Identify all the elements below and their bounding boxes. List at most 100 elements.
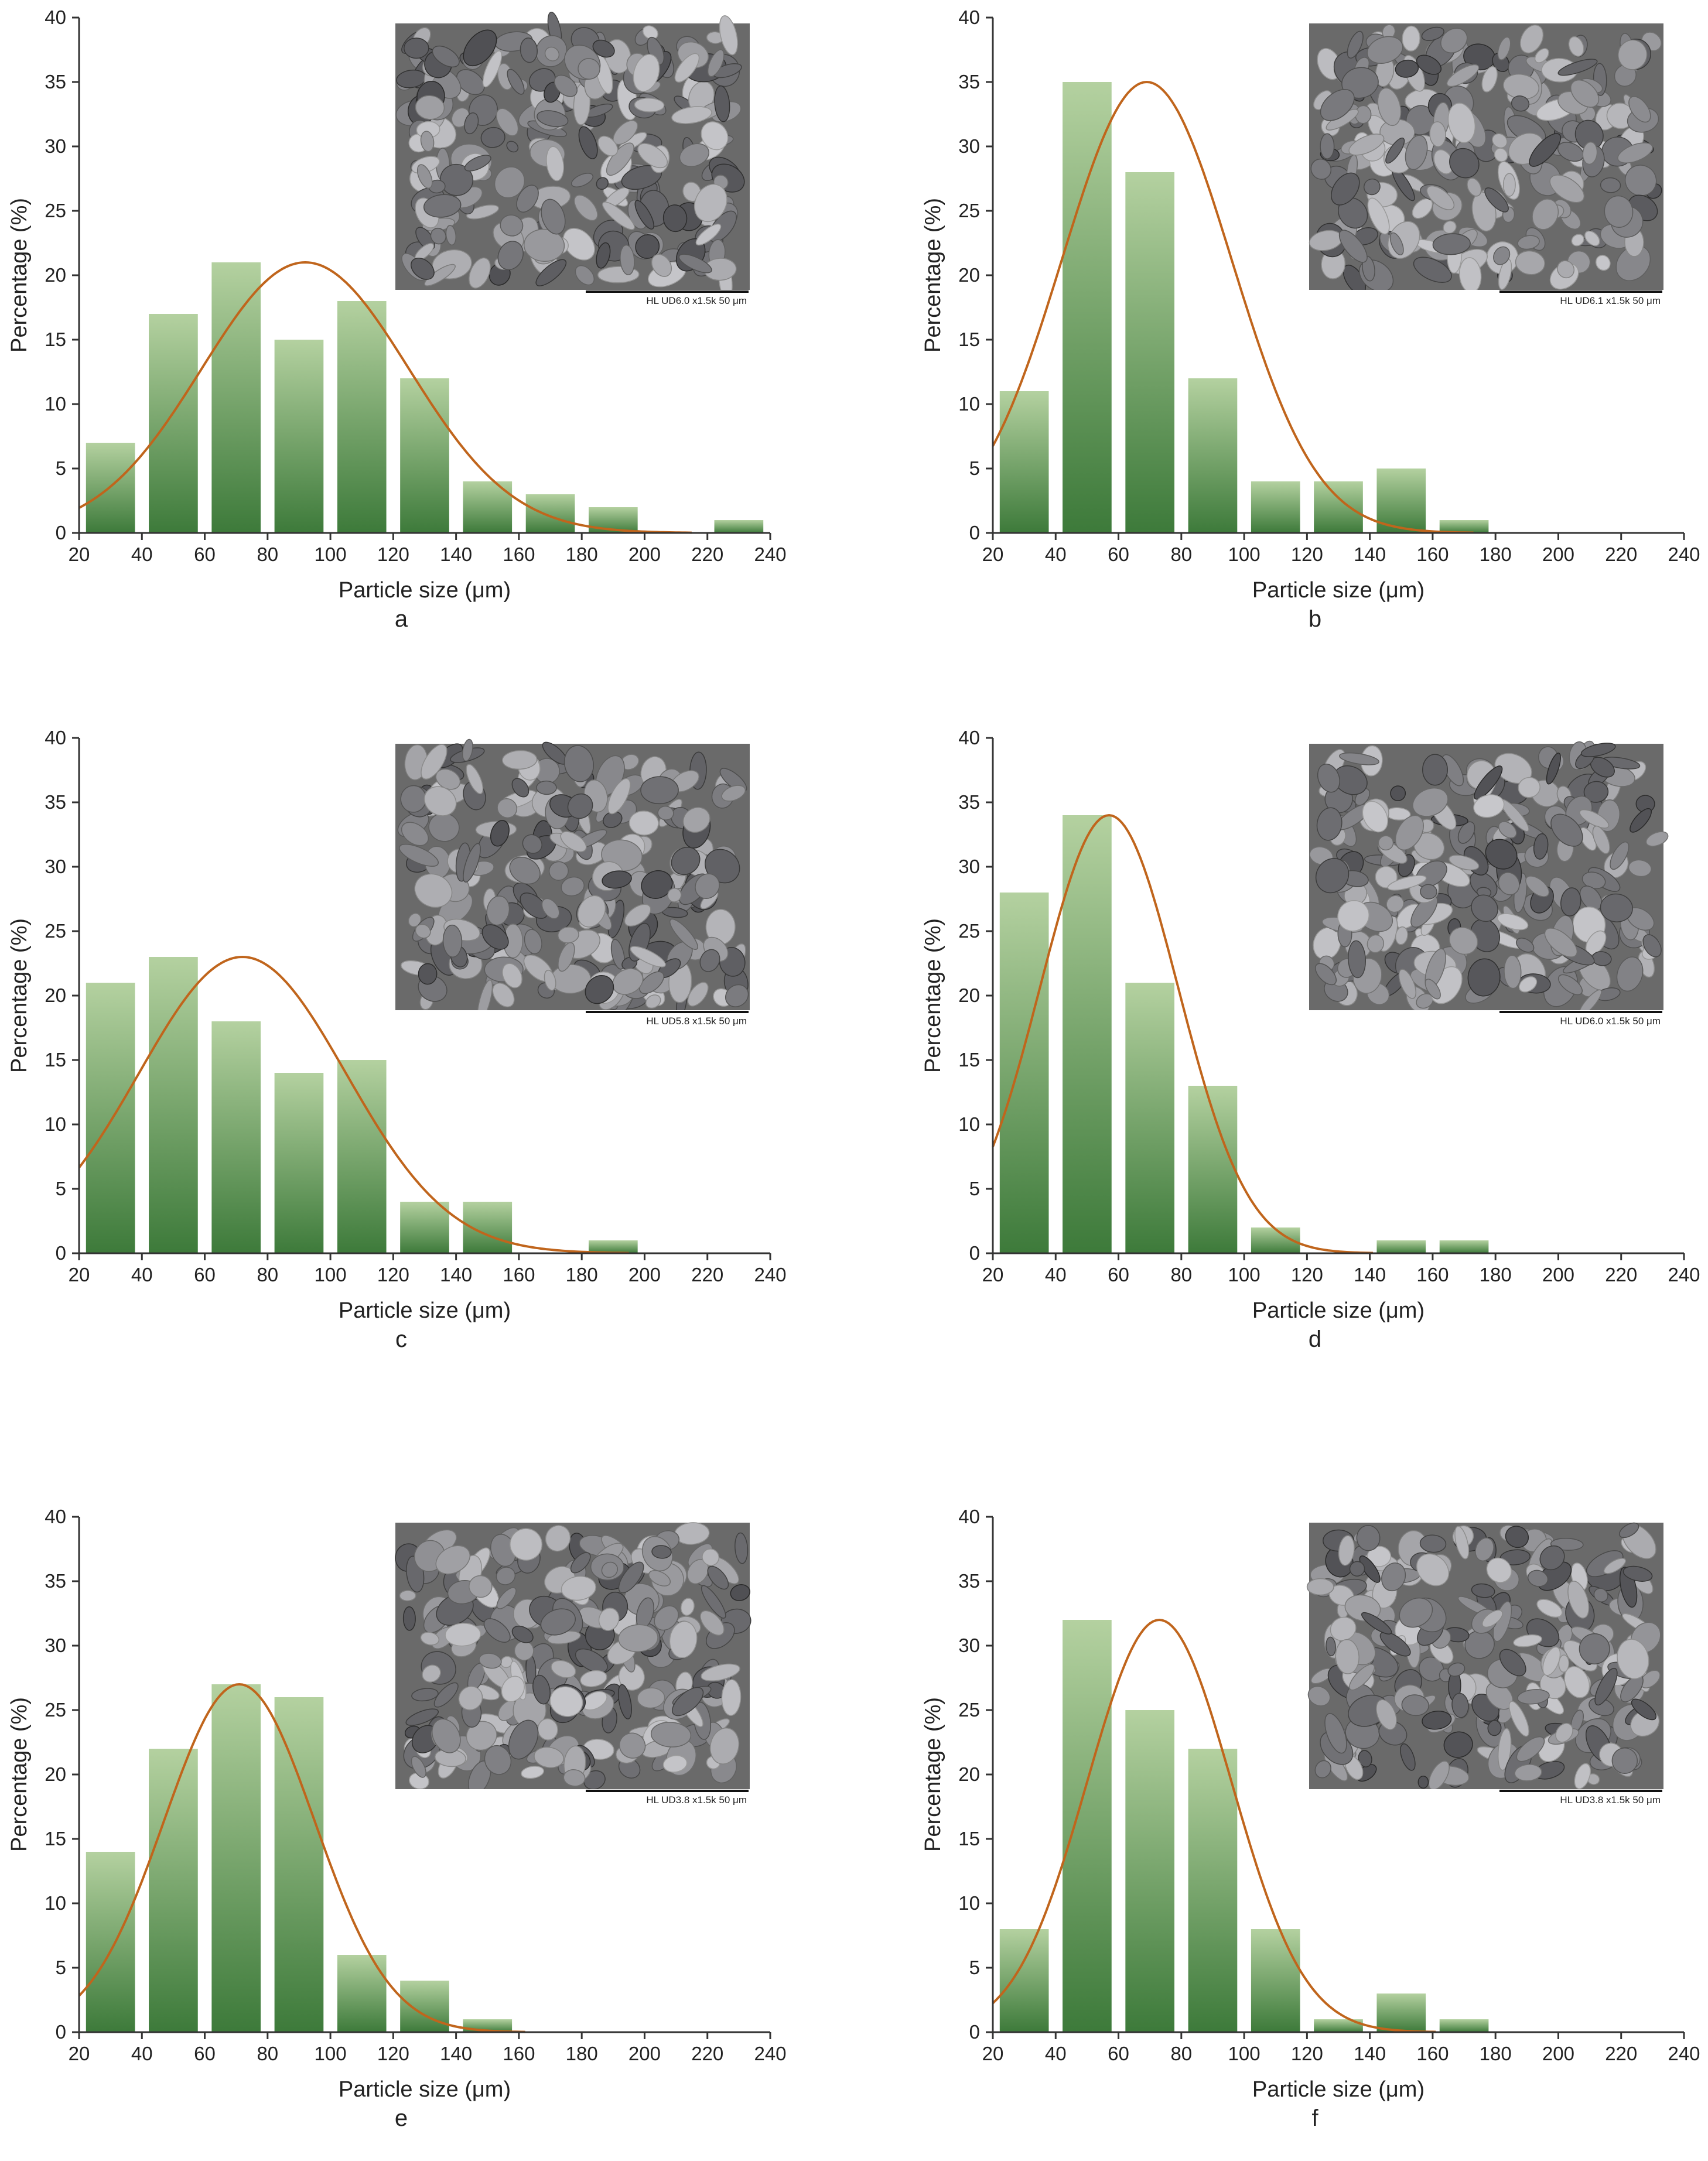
sem-grain [1511,95,1530,112]
sem-grain [618,1561,644,1594]
x-tick-label: 220 [691,2043,723,2064]
sem-grain [520,893,548,919]
sem-grain [607,778,631,815]
sem-grain [502,963,522,989]
y-tick-label: 0 [56,522,66,543]
y-tick-label: 0 [56,2021,66,2043]
x-tick-label: 180 [1480,2043,1512,2064]
sem-grain [597,135,619,156]
sem-grain [511,778,530,798]
sem-grain [399,1590,416,1602]
sem-inset-image: HL UD6.0 x1.5k 50 μm [1309,740,1669,1027]
x-tick-label: 40 [131,2043,153,2064]
sem-grain [1498,821,1517,839]
y-tick-label: 25 [958,1699,980,1721]
y-tick-label: 40 [45,727,66,748]
sem-grain [1375,1699,1397,1731]
sem-grain [484,1745,512,1775]
y-tick-label: 15 [958,1828,980,1849]
sem-grain [570,1552,591,1574]
sem-grain [1467,177,1482,197]
sem-grain [1516,1736,1545,1762]
sem-grain [1504,955,1522,989]
bar [337,1955,387,2032]
x-tick-label: 40 [1045,543,1067,565]
sem-grain [1550,813,1583,847]
sem-caption: HL UD3.8 x1.5k 50 μm [646,1794,747,1806]
y-tick-label: 30 [45,856,66,877]
sem-grain [701,1585,726,1619]
sem-grain [541,898,560,919]
sem-grain [1617,1639,1649,1680]
bars [999,1620,1489,2032]
y-tick-label: 15 [45,1828,66,1849]
sem-grain [415,95,445,120]
sem-grain [541,199,566,235]
x-tick-label: 160 [503,1264,535,1285]
sem-grain [702,1548,720,1566]
sem-grain [1386,895,1405,913]
sem-grain [628,811,659,836]
sem-grain [548,861,569,881]
bars [86,262,764,533]
sem-grain [671,106,712,124]
x-tick-label: 220 [691,543,723,565]
sem-grain [481,924,509,950]
x-tick-label: 240 [754,2043,786,2064]
sem-grain [596,177,609,190]
sem-grain [619,1732,646,1759]
sem-grain [680,1598,695,1616]
sem-grain [1603,1558,1627,1574]
sem-grain [1449,926,1478,955]
x-tick-label: 240 [1668,1264,1700,1285]
sem-grain [725,984,749,1007]
sem-grain [1454,1526,1470,1560]
sem-grain [672,1687,704,1717]
sem-grain [1594,1667,1618,1706]
sem-grain [580,1670,607,1687]
x-tick-label: 40 [1045,2043,1067,2064]
sem-grain [1604,195,1634,228]
x-tick-label: 100 [1228,1264,1260,1285]
sem-grain [479,1653,502,1669]
sem-grain [577,895,606,928]
sem-grain [637,1687,665,1709]
sem-grain [639,971,665,994]
sem-grain [482,50,503,88]
sem-grain [1377,87,1402,126]
y-tick-label: 30 [958,856,980,877]
x-tick-label: 60 [1108,2043,1129,2064]
bar [149,314,198,533]
x-tick-label: 80 [1170,1264,1192,1285]
sem-grain [1471,1583,1495,1598]
x-tick-label: 120 [377,543,409,565]
sem-grain [501,1676,525,1702]
sem-grain [1539,1545,1565,1571]
y-tick-label: 0 [56,1242,66,1264]
sem-grain [1419,1534,1447,1553]
sem-grain [483,1618,511,1643]
sem-grain [1579,809,1610,829]
sem-caption: HL UD6.1 x1.5k 50 μm [1560,295,1661,306]
sem-grain [1422,1711,1452,1730]
chart-panel-e: 20 40 60 80 100 120 140 160 180 200 220 240 0 5 10 15 20… [0,1499,791,2161]
sem-grain [735,1532,749,1564]
x-tick-label: 180 [1480,543,1512,565]
sem-grain [420,1632,440,1646]
x-axis-title: Particle size (μm) [339,2077,511,2102]
sem-grain [1645,831,1669,847]
sem-grain [662,1755,688,1773]
sem-grain [1532,199,1559,230]
y-tick-label: 10 [958,1892,980,1914]
sem-grain [462,738,473,762]
sem-grain [602,201,635,230]
sem-grain [433,1682,459,1708]
sem-grain [601,1561,619,1578]
sem-grain [1348,134,1385,156]
panel-label: b [1309,606,1321,632]
bar [999,391,1049,533]
sem-grain [575,265,595,286]
sem-grain [1338,1535,1355,1566]
sem-grain [563,228,595,261]
bar [274,1697,324,2032]
